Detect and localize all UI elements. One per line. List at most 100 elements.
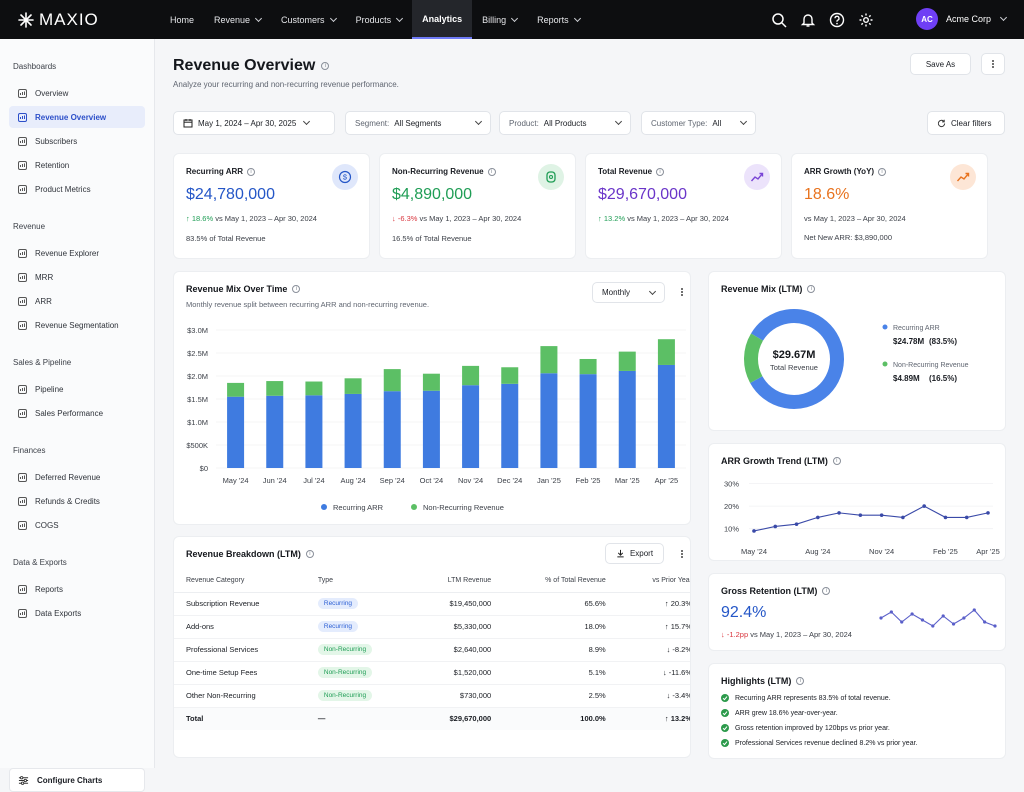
sidebar-item-revenue-overview[interactable]: Revenue Overview (9, 106, 145, 128)
nav-item-revenue[interactable]: Revenue (204, 0, 271, 39)
maxio-logo[interactable]: MAXIO (0, 10, 160, 30)
export-button[interactable]: Export (605, 543, 664, 564)
bar-recurring-arr[interactable] (227, 396, 245, 468)
nav-item-reports[interactable]: Reports (527, 0, 590, 39)
info-icon[interactable]: i (305, 550, 314, 558)
donut-slice-recurring-arr[interactable] (750, 309, 844, 409)
data-point[interactable] (972, 608, 976, 612)
bar-non-recurring-revenue[interactable] (618, 351, 636, 371)
bar-recurring-arr[interactable] (501, 383, 519, 468)
column-header[interactable]: Revenue Category (174, 570, 306, 593)
table-total-row[interactable]: Total — $29,670,000 100.0% ↑ 13.2% (174, 707, 690, 730)
info-icon[interactable]: i (247, 167, 256, 176)
info-icon[interactable]: i (292, 285, 301, 293)
data-point[interactable] (879, 616, 883, 620)
sidebar-item-refunds-credits[interactable]: Refunds & Credits (9, 490, 145, 512)
data-point[interactable] (964, 515, 969, 520)
table-row[interactable]: Other Non-Recurring Non-Recurring $730,000… (174, 684, 690, 708)
data-point[interactable] (879, 513, 884, 517)
data-point[interactable] (931, 624, 935, 628)
bar-non-recurring-revenue[interactable] (344, 378, 362, 394)
bar-recurring-arr[interactable] (305, 395, 323, 468)
nav-item-home[interactable]: Home (160, 0, 204, 39)
bar-recurring-arr[interactable] (344, 393, 362, 468)
bell-icon[interactable] (800, 12, 816, 28)
info-icon[interactable]: i (487, 167, 496, 176)
sidebar-item-data-exports[interactable]: Data Exports (9, 602, 145, 624)
table-row[interactable]: One-time Setup Fees Non-Recurring $1,520,0… (174, 661, 690, 685)
bar-recurring-arr[interactable] (579, 374, 597, 468)
data-point[interactable] (951, 622, 956, 626)
gear-icon[interactable] (858, 12, 874, 28)
bar-non-recurring-revenue[interactable] (305, 381, 323, 396)
table-row[interactable]: Add-ons Recurring $5,330,000 18.0% ↑ 15.7% (174, 615, 690, 639)
table-row[interactable]: Subscription Revenue Recurring $19,450,000… (174, 592, 690, 616)
bar-recurring-arr[interactable] (618, 370, 636, 468)
data-point[interactable] (986, 511, 990, 515)
column-header[interactable]: % of Total Revenue (503, 570, 618, 593)
sidebar-item-retention[interactable]: Retention (9, 154, 145, 176)
data-point[interactable] (941, 614, 945, 618)
product-filter[interactable]: Product: All Products (499, 111, 631, 135)
info-icon[interactable]: i (656, 167, 665, 176)
nav-item-customers[interactable]: Customers (271, 0, 346, 39)
column-header[interactable]: Type (305, 570, 412, 593)
help-icon[interactable] (829, 12, 845, 28)
column-header[interactable]: LTM Revenue (411, 570, 504, 593)
sidebar-item-pipeline[interactable]: Pipeline (9, 378, 145, 400)
bar-recurring-arr[interactable] (462, 385, 480, 468)
sidebar-item-product-metrics[interactable]: Product Metrics (9, 178, 145, 200)
bar-recurring-arr[interactable] (657, 364, 675, 468)
sidebar-item-reports[interactable]: Reports (9, 578, 145, 600)
sidebar-item-mrr[interactable]: MRR (9, 266, 145, 288)
sidebar-item-arr[interactable]: ARR (9, 290, 145, 312)
bar-non-recurring-revenue[interactable] (383, 369, 401, 392)
nav-item-analytics[interactable]: Analytics (412, 0, 473, 39)
sidebar-item-revenue-explorer[interactable]: Revenue Explorer (9, 242, 145, 264)
bar-recurring-arr[interactable] (383, 391, 401, 468)
nav-item-billing[interactable]: Billing (472, 0, 527, 39)
nav-item-products[interactable]: Products (346, 0, 413, 39)
more-options-button[interactable] (981, 53, 1005, 75)
data-point[interactable] (889, 610, 893, 614)
data-point[interactable] (752, 529, 756, 533)
donut-slice-non-recurring-revenue[interactable] (744, 333, 764, 383)
segment-filter[interactable]: Segment: All Segments (345, 111, 491, 135)
date-range-filter[interactable]: May 1, 2024 – Apr 30, 2025 (173, 111, 335, 135)
bar-non-recurring-revenue[interactable] (657, 339, 675, 365)
data-point[interactable] (900, 620, 904, 624)
bar-non-recurring-revenue[interactable] (501, 367, 519, 384)
bar-non-recurring-revenue[interactable] (227, 382, 245, 397)
sidebar-item-subscribers[interactable]: Subscribers (9, 130, 145, 152)
data-point[interactable] (922, 504, 926, 508)
table-row[interactable]: Professional Services Non-Recurring $2,640… (174, 638, 690, 662)
sidebar-item-deferred-revenue[interactable]: Deferred Revenue (9, 466, 145, 488)
info-icon[interactable]: i (807, 285, 816, 293)
column-header[interactable]: vs Prior Year (617, 570, 690, 593)
data-point[interactable] (983, 620, 987, 624)
save-as-button[interactable]: Save As (910, 53, 971, 75)
bar-recurring-arr[interactable] (266, 395, 284, 468)
data-point[interactable] (773, 524, 778, 529)
info-icon[interactable]: i (832, 457, 841, 465)
data-point[interactable] (837, 511, 841, 515)
sidebar-item-overview[interactable]: Overview (9, 82, 145, 104)
info-icon[interactable]: i (796, 677, 805, 685)
kebab-icon[interactable] (680, 549, 683, 560)
data-point[interactable] (858, 513, 863, 517)
data-point[interactable] (962, 616, 966, 620)
data-point[interactable] (816, 515, 820, 520)
customer-type-filter[interactable]: Customer Type: All (641, 111, 756, 135)
user-menu[interactable]: AC Acme Corp (915, 8, 1008, 30)
bar-recurring-arr[interactable] (540, 373, 558, 468)
bar-non-recurring-revenue[interactable] (579, 358, 597, 375)
bar-non-recurring-revenue[interactable] (462, 365, 480, 386)
data-point[interactable] (794, 522, 799, 526)
configure-charts-button[interactable]: Configure Charts (9, 768, 145, 792)
sidebar-item-sales-performance[interactable]: Sales Performance (9, 402, 145, 424)
period-select[interactable]: Monthly (592, 282, 665, 303)
search-icon[interactable] (771, 12, 787, 28)
info-icon[interactable]: i (321, 62, 330, 70)
kebab-icon[interactable] (680, 287, 683, 298)
info-icon[interactable]: i (822, 587, 831, 595)
